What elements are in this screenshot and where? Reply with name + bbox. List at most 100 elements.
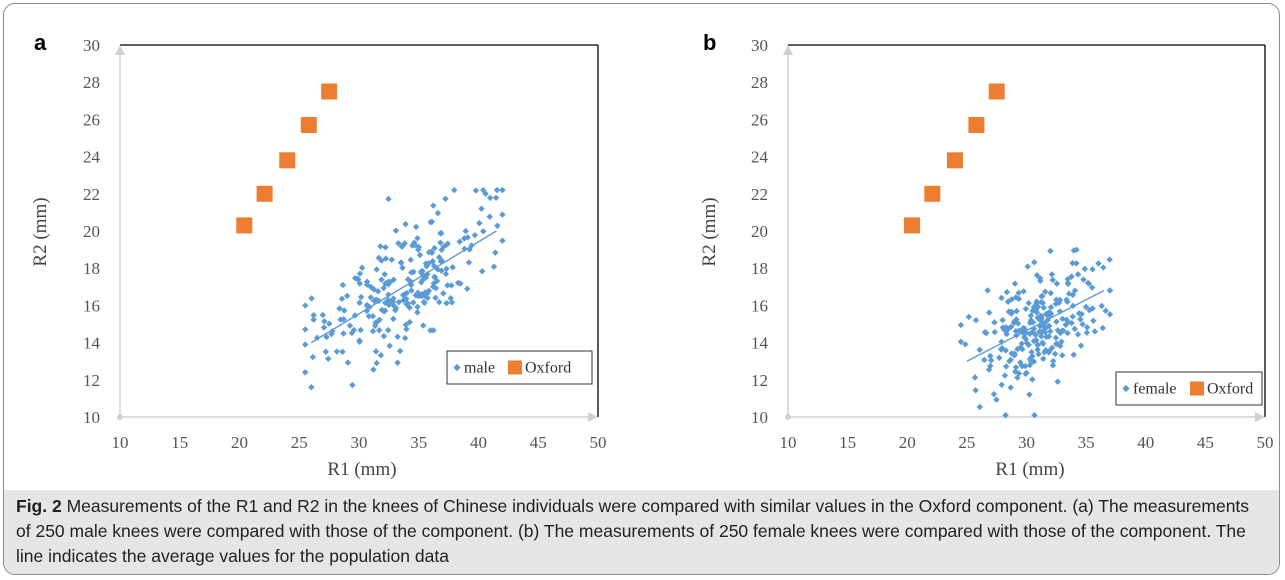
oxford-point [988, 83, 1005, 100]
population-point [986, 309, 993, 316]
population-point [1029, 353, 1036, 360]
y-tick-label: 24 [83, 148, 101, 167]
population-point [976, 403, 983, 411]
population-point [987, 357, 995, 364]
oxford-point [256, 185, 273, 202]
population-point [385, 195, 392, 203]
population-point [1068, 319, 1075, 327]
population-point [492, 249, 499, 256]
panel-a-legend: male Oxford [446, 350, 593, 385]
population-point [499, 237, 506, 244]
population-point [333, 348, 341, 355]
population-point [321, 318, 328, 325]
population-point [1079, 321, 1086, 328]
population-point [1000, 326, 1008, 333]
y-tick-label: 28 [83, 73, 100, 92]
population-point [1029, 328, 1036, 336]
population-point [1074, 271, 1082, 278]
population-point [320, 324, 328, 331]
population-point [322, 348, 329, 355]
population-point [351, 312, 359, 319]
population-point [414, 309, 421, 316]
population-point [1048, 344, 1056, 352]
population-point [380, 308, 388, 315]
population-point [385, 291, 392, 298]
x-tick-label: 20 [231, 433, 248, 452]
population-point [1041, 348, 1048, 356]
population-point [998, 294, 1005, 302]
population-point [1059, 315, 1066, 323]
population-point [437, 230, 444, 237]
population-point [428, 218, 436, 225]
population-point [1001, 372, 1009, 379]
population-point [490, 263, 498, 270]
x-tick-label: 40 [470, 433, 487, 452]
population-point [1020, 288, 1027, 295]
population-point [1069, 302, 1077, 310]
oxford-point [924, 185, 941, 202]
population-point [1043, 311, 1050, 318]
population-point [1045, 322, 1053, 330]
panel-b: b 10 15 20 25 30 35 40 45 50 10 12 14 16 18 20 22 24 26 28… [699, 30, 1274, 480]
population-point [308, 295, 315, 302]
population-point [1025, 299, 1032, 307]
population-point [1002, 324, 1010, 331]
population-point [1013, 307, 1020, 315]
y-tick-label: 20 [751, 222, 768, 241]
population-point [1047, 289, 1054, 297]
population-point [1013, 332, 1020, 339]
panel-b-letter: b [703, 30, 716, 55]
population-point [962, 341, 969, 348]
axis-origin [117, 414, 123, 420]
population-point [323, 333, 330, 341]
oxford-point [300, 116, 317, 133]
y-tick-label: 22 [751, 185, 768, 204]
population-point [340, 330, 347, 337]
population-point [1014, 345, 1021, 353]
population-point [998, 338, 1005, 345]
population-point [1064, 280, 1072, 288]
population-point [1024, 263, 1031, 270]
population-point [1064, 329, 1071, 337]
y-tick-label: 12 [83, 371, 100, 390]
population-point [435, 298, 443, 306]
population-point [440, 290, 447, 297]
population-point [392, 304, 400, 312]
y-tick-label: 10 [83, 408, 100, 427]
population-point [1053, 318, 1060, 325]
population-point [325, 355, 332, 362]
population-point [1037, 312, 1044, 320]
population-point [403, 325, 410, 333]
population-point [358, 264, 366, 271]
y-tick-label: 30 [83, 36, 100, 55]
population-point [1049, 276, 1056, 284]
population-point [404, 276, 412, 283]
panel-a-x-axis-label: R1 (mm) [327, 459, 396, 480]
y-tick-label: 30 [751, 36, 768, 55]
population-point [1077, 342, 1085, 349]
population-point [1004, 298, 1012, 305]
population-point [1106, 256, 1113, 263]
population-point [1053, 280, 1061, 287]
population-point [1062, 321, 1069, 329]
population-point [415, 292, 422, 300]
population-point [341, 307, 348, 314]
population-point [461, 245, 468, 252]
population-point [369, 313, 377, 320]
population-point [368, 284, 376, 292]
population-point [370, 366, 377, 373]
oxford-point [321, 83, 338, 100]
population-point [1068, 273, 1075, 280]
population-point [984, 287, 991, 294]
population-point [1015, 370, 1023, 377]
population-point [1033, 299, 1040, 307]
population-point [394, 359, 401, 366]
population-point [403, 295, 410, 302]
population-point [357, 326, 364, 334]
population-point [432, 294, 439, 301]
population-point [309, 353, 317, 361]
population-point [384, 326, 392, 334]
population-point [319, 311, 327, 319]
x-tick-label: 35 [1078, 433, 1095, 452]
population-point [346, 322, 354, 329]
